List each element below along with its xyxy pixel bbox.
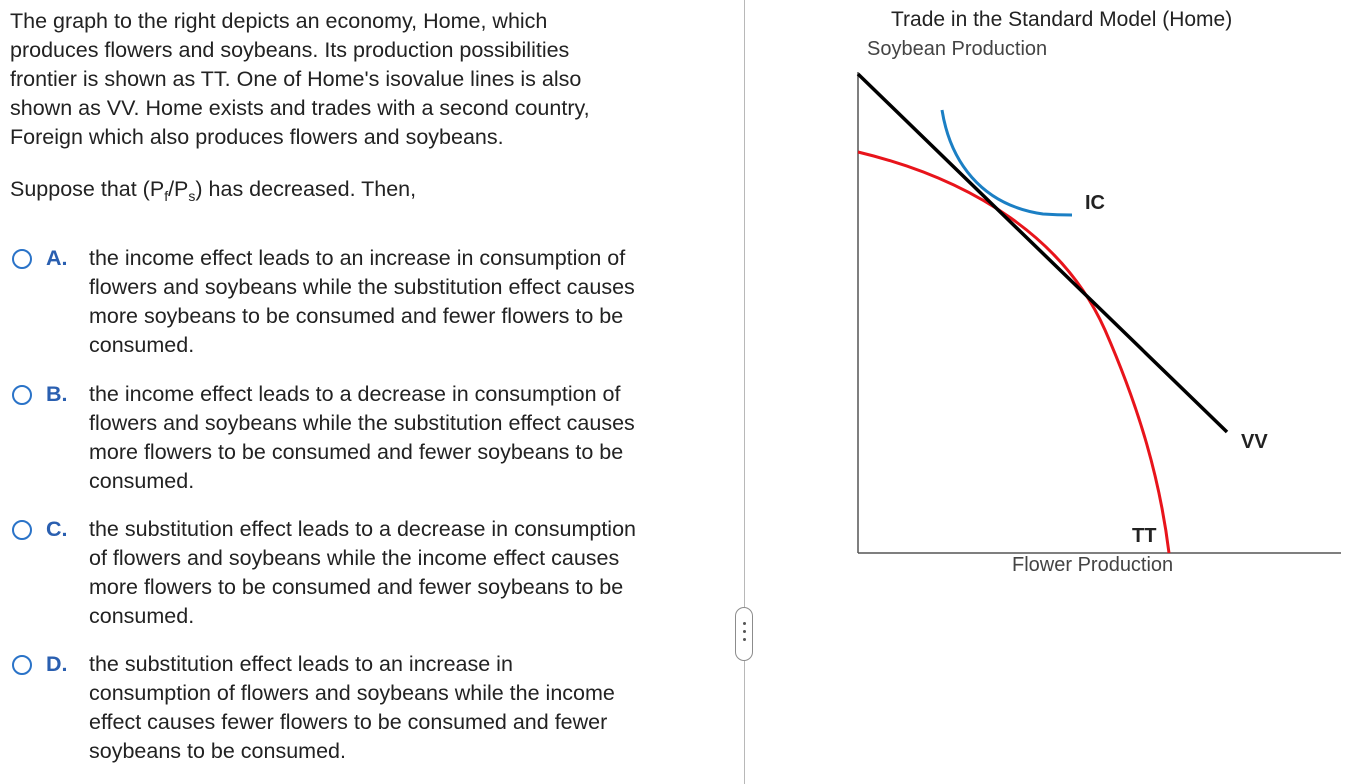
option-letter: C. [46, 517, 68, 541]
y-axis-label: Soybean Production [867, 38, 1048, 60]
tt-curve [857, 150, 1171, 554]
option-b[interactable]: B. the income effect leads to a decrease… [12, 380, 702, 496]
graph-pane: Trade in the Standard Model (Home) Soybe… [745, 0, 1361, 784]
prompt-line: frontier is shown as TT. One of Home's i… [10, 67, 582, 91]
trade-graph [856, 72, 1341, 554]
option-text: the substitution effect leads to an incr… [89, 650, 699, 766]
option-line: more soybeans to be consumed and fewer f… [89, 304, 624, 328]
option-line: consumed. [89, 604, 195, 628]
option-line: of flowers and soybeans while the income… [89, 546, 620, 570]
radio-unselected-icon[interactable] [12, 385, 32, 405]
option-line: consumed. [89, 469, 195, 493]
stem-slash: /P [168, 177, 189, 201]
option-line: the income effect leads to a decrease in… [89, 382, 621, 406]
radio-unselected-icon[interactable] [12, 249, 32, 269]
option-line: flowers and soybeans while the substitut… [89, 275, 635, 299]
ic-label: IC [1085, 192, 1105, 214]
option-letter: B. [46, 382, 68, 406]
stem-prefix: Suppose that (P [10, 177, 165, 201]
graph-title: Trade in the Standard Model (Home) [891, 8, 1233, 31]
drag-handle-dots-icon [743, 622, 746, 646]
option-line: the substitution effect leads to a decre… [89, 517, 637, 541]
ic-curve [940, 109, 1073, 217]
option-line: more flowers to be consumed and fewer so… [89, 440, 624, 464]
option-text: the substitution effect leads to a decre… [89, 515, 699, 631]
prompt-line: shown as VV. Home exists and trades with… [10, 96, 590, 120]
option-c[interactable]: C. the substitution effect leads to a de… [12, 515, 702, 631]
x-axis-label: Flower Production [1012, 554, 1174, 576]
option-line: more flowers to be consumed and fewer so… [89, 575, 624, 599]
option-line: consumed. [89, 333, 195, 357]
stem-suffix: ) has decreased. Then, [195, 177, 417, 201]
option-text: the income effect leads to a decrease in… [89, 380, 699, 496]
stem-subscript-s: s [188, 188, 196, 204]
option-line: consumption of flowers and soybeans whil… [89, 681, 615, 705]
tt-label: TT [1132, 525, 1157, 547]
option-a[interactable]: A. the income effect leads to an increas… [12, 244, 702, 360]
prompt-line: The graph to the right depicts an econom… [10, 9, 548, 33]
radio-unselected-icon[interactable] [12, 655, 32, 675]
option-line: the substitution effect leads to an incr… [89, 652, 513, 676]
option-line: effect causes fewer flowers to be consum… [89, 710, 608, 734]
prompt-line: Foreign which also produces flowers and … [10, 125, 504, 149]
option-letter: A. [46, 246, 68, 270]
radio-unselected-icon[interactable] [12, 520, 32, 540]
splitter-drag-handle[interactable] [735, 607, 753, 661]
question-pane: The graph to the right depicts an econom… [10, 7, 702, 766]
option-line: the income effect leads to an increase i… [89, 246, 626, 270]
question-stem: Suppose that (Pf/Ps) has decreased. Then… [10, 175, 416, 204]
question-prompt: The graph to the right depicts an econom… [10, 7, 700, 152]
pane-divider [744, 0, 745, 784]
option-d[interactable]: D. the substitution effect leads to an i… [12, 650, 702, 766]
option-line: flowers and soybeans while the substitut… [89, 411, 635, 435]
prompt-line: produces flowers and soybeans. Its produ… [10, 38, 570, 62]
option-line: soybeans to be consumed. [89, 739, 346, 763]
stem-subscript-f: f [164, 188, 169, 204]
option-letter: D. [46, 652, 68, 676]
option-text: the income effect leads to an increase i… [89, 244, 699, 360]
vv-line [856, 72, 1229, 434]
vv-label: VV [1241, 431, 1268, 453]
